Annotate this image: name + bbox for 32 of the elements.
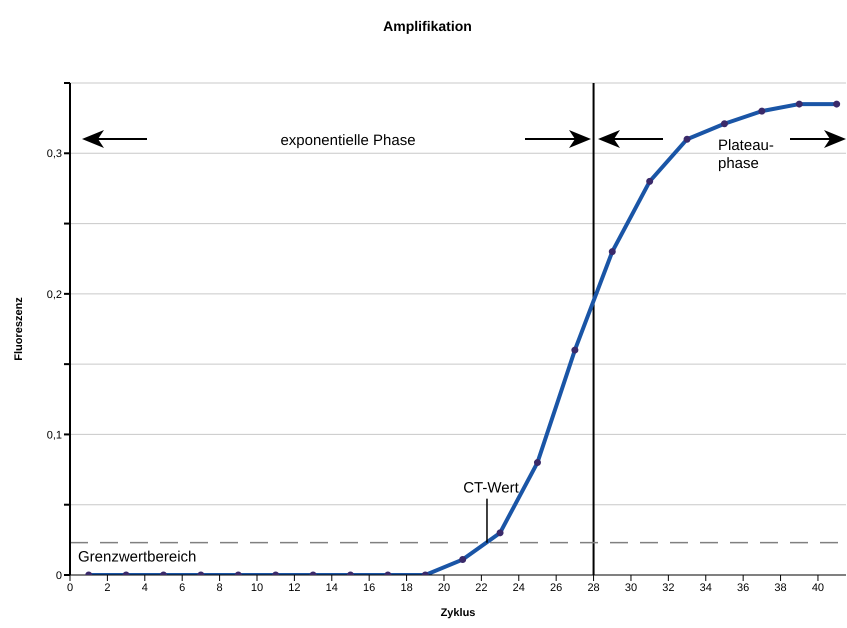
annotation: CT-Wert [463, 480, 520, 497]
chart-title: Amplifikation [382, 18, 473, 34]
x-tick-label: 2 [104, 582, 110, 594]
y-tick-label: 0,1 [46, 429, 62, 442]
x-axis-title: Zyklus [440, 607, 476, 619]
annotation: exponentielle Phase [280, 132, 416, 149]
x-tick-label: 18 [400, 582, 413, 594]
x-tick-label: 10 [250, 582, 264, 594]
x-tick-label: 30 [624, 582, 638, 594]
x-tick-label: 32 [662, 582, 674, 594]
x-tick-label: 26 [550, 582, 562, 594]
annotation: Plateau- phase [718, 137, 774, 172]
x-tick-label: 0 [66, 582, 74, 594]
x-tick-label: 38 [774, 582, 787, 594]
x-tick-label: 20 [438, 582, 450, 594]
x-tick-label: 34 [700, 582, 712, 594]
y-tick-label: 0,2 [46, 288, 62, 301]
x-tick-label: 12 [288, 582, 301, 594]
y-axis-title: Fluoreszenz [12, 296, 25, 361]
x-tick-label: 14 [326, 582, 338, 594]
ref-line-label: Grenzwertbereich [78, 548, 196, 566]
x-tick-label: 16 [363, 582, 376, 594]
x-tick-label: 24 [512, 582, 525, 594]
x-tick-label: 6 [179, 582, 186, 594]
x-tick-label: 28 [587, 582, 600, 594]
x-tick-label: 36 [737, 582, 750, 594]
x-tick-label: 8 [216, 582, 223, 594]
x-tick-label: 22 [475, 582, 488, 594]
y-tick-label: 0,3 [46, 148, 62, 160]
x-tick-label: 40 [812, 582, 824, 594]
x-tick-label: 4 [142, 582, 148, 594]
y-tick-label: 0 [56, 570, 62, 582]
